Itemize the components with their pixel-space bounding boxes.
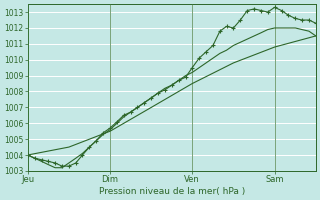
X-axis label: Pression niveau de la mer( hPa ): Pression niveau de la mer( hPa ) — [99, 187, 245, 196]
